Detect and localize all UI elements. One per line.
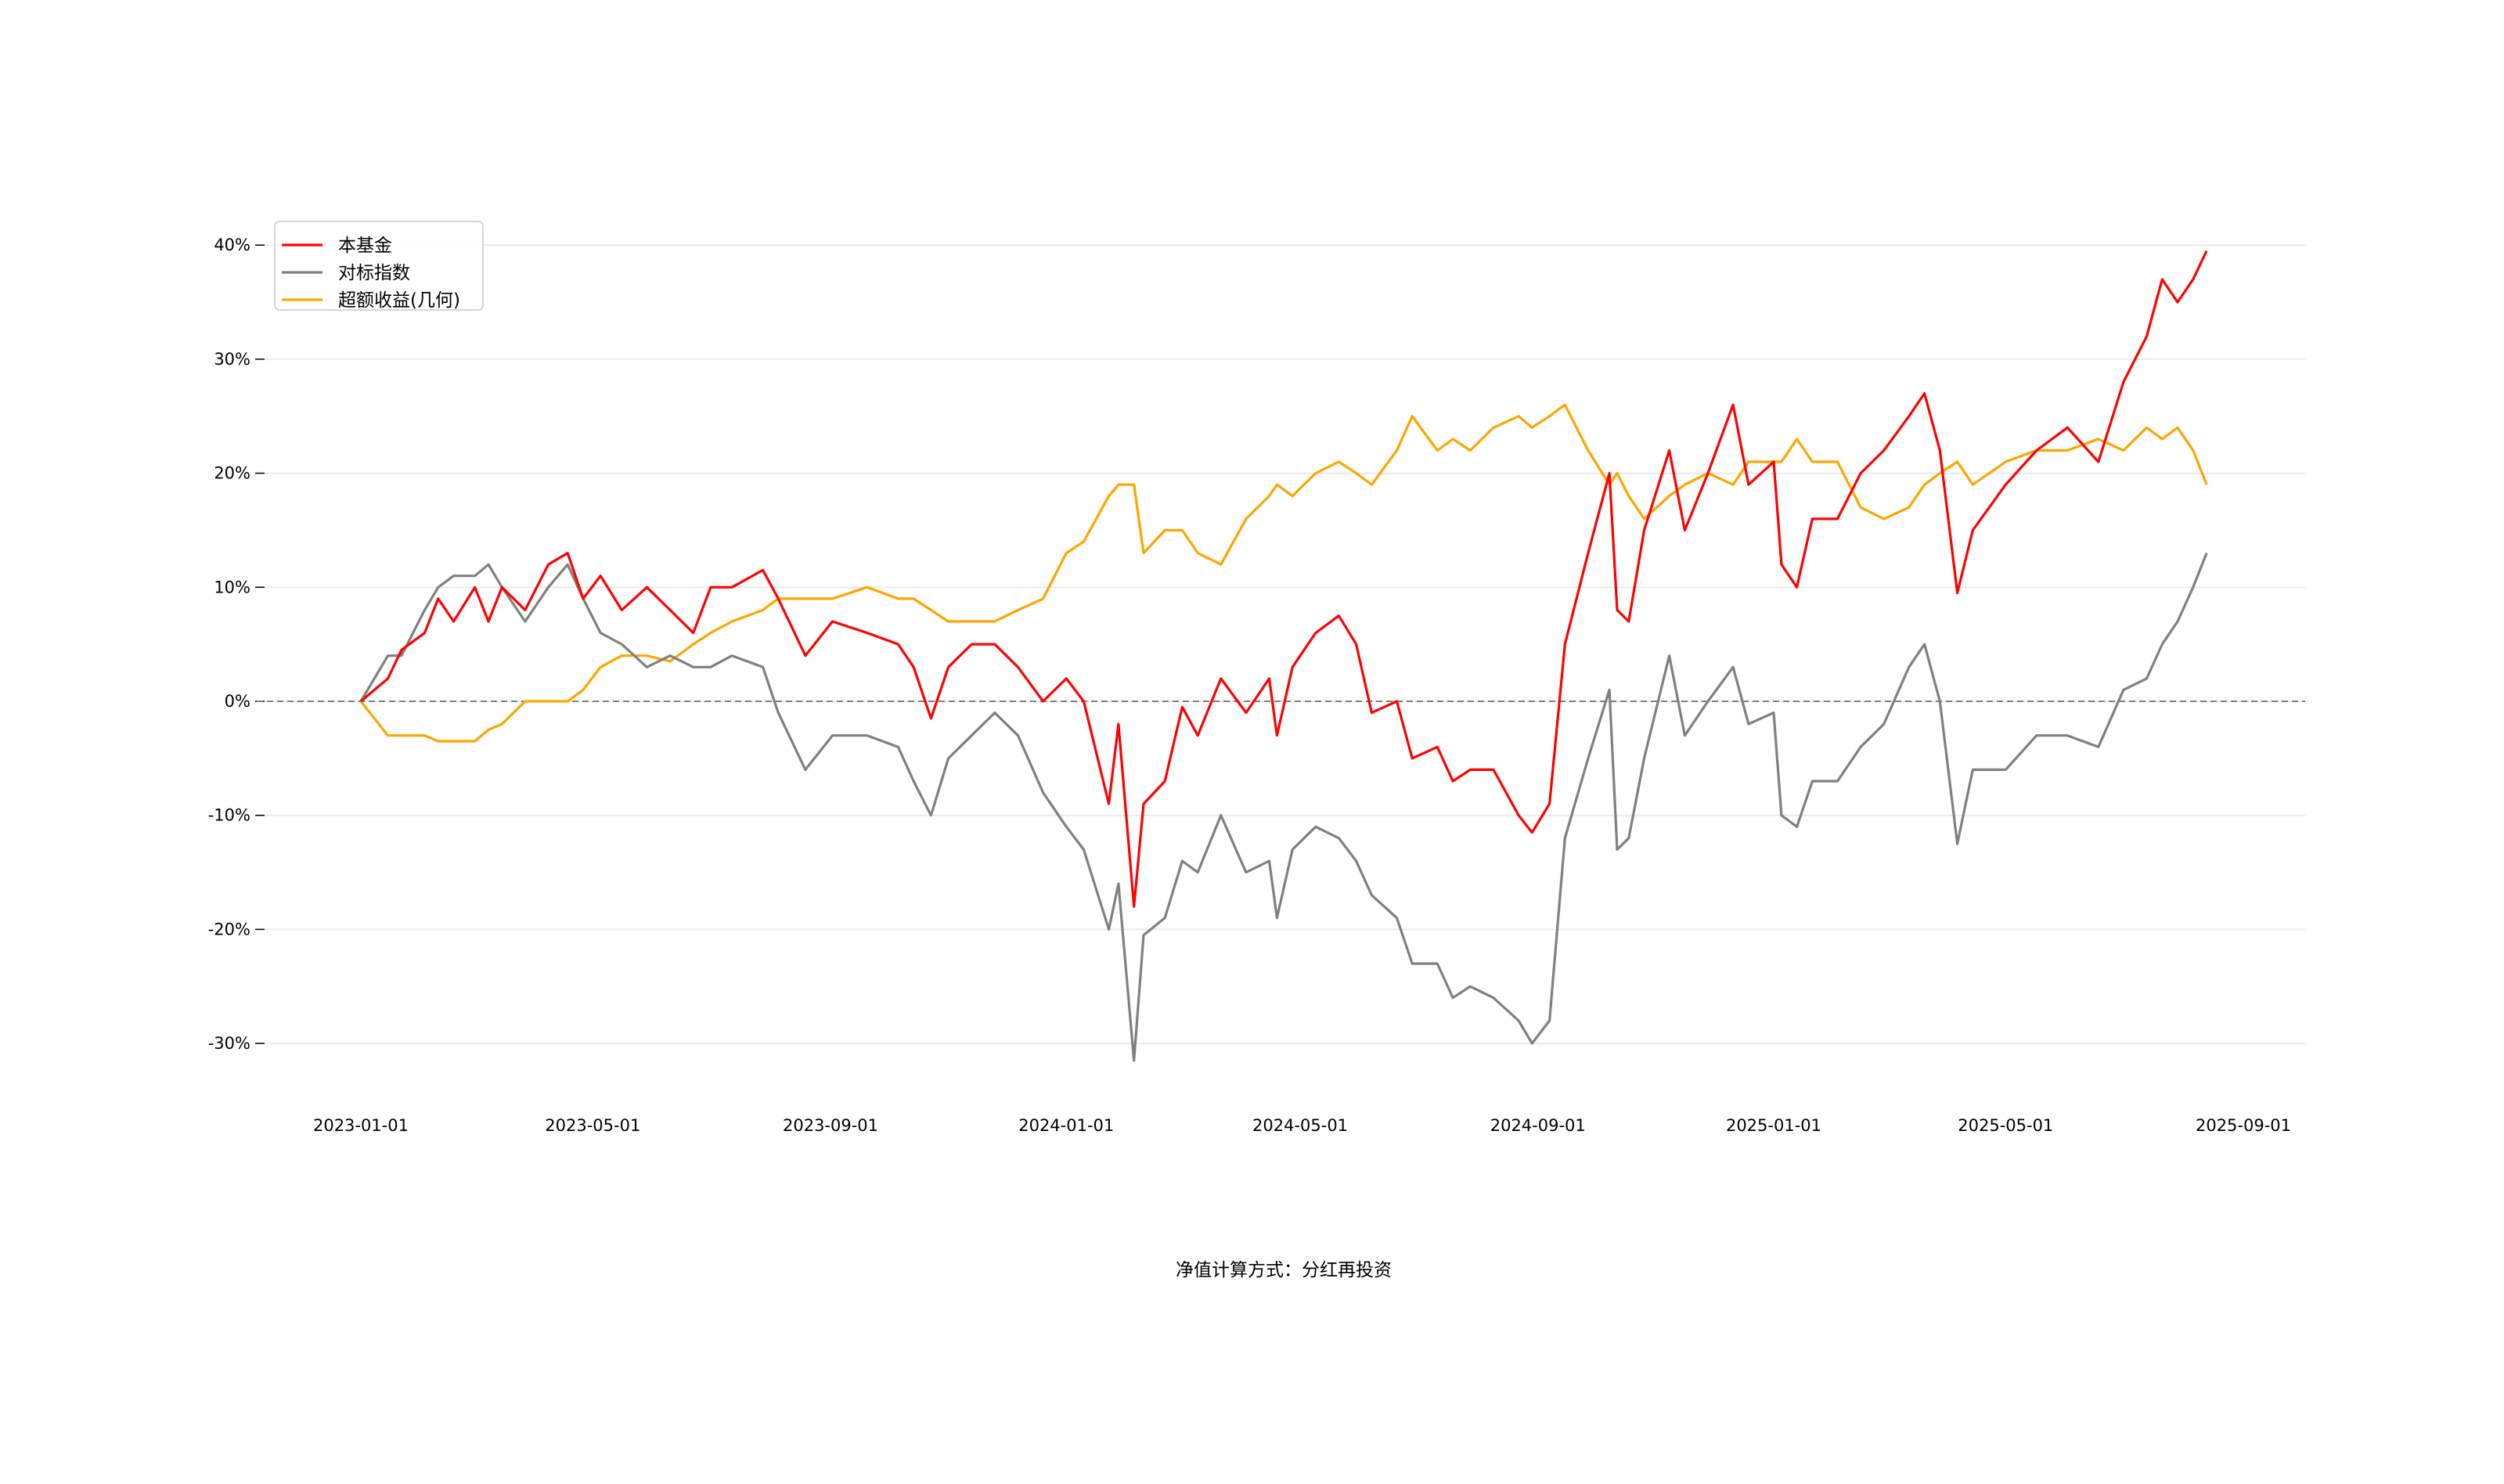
series-lines xyxy=(359,250,2208,1062)
x-tick-label: 2024-01-01 xyxy=(1018,1116,1114,1135)
legend-label: 本基金 xyxy=(338,236,392,256)
y-tick-label: -30% xyxy=(208,1034,250,1053)
x-tick-label: 2024-09-01 xyxy=(1490,1116,1586,1135)
x-tick-label: 2025-05-01 xyxy=(1958,1116,2053,1135)
legend-frame xyxy=(274,221,484,311)
legend-label: 超额收益(几何) xyxy=(338,290,460,311)
x-tick-label: 2024-05-01 xyxy=(1252,1116,1348,1135)
series-line-1 xyxy=(359,553,2208,1062)
x-tick-label: 2023-09-01 xyxy=(783,1116,878,1135)
x-tick-label: 2023-05-01 xyxy=(545,1116,640,1135)
y-tick-label: 20% xyxy=(214,464,250,483)
y-tick-label: -20% xyxy=(208,920,250,938)
y-tick-label: 0% xyxy=(225,692,250,711)
chart-caption: 净值计算方式：分红再投资 xyxy=(1176,1260,1392,1280)
x-tick-label: 2023-01-01 xyxy=(313,1116,409,1135)
series-line-2 xyxy=(359,403,2208,743)
x-axis: 2023-01-01 2023-05-01 2023-09-01 2024-01-01… xyxy=(313,1116,2291,1135)
grid-lines xyxy=(257,244,2305,1045)
series-line-0 xyxy=(359,250,2208,908)
y-tick-label: -10% xyxy=(208,806,250,825)
x-tick-label: 2025-09-01 xyxy=(2196,1116,2291,1135)
legend-label: 对标指数 xyxy=(338,263,410,283)
y-tick-label: 40% xyxy=(214,236,250,254)
x-tick-label: 2025-01-01 xyxy=(1726,1116,1821,1135)
y-tick-label: 10% xyxy=(214,578,250,596)
y-axis: 40% 30% 20% 10% 0% -10% -20% -30% xyxy=(208,236,265,1053)
y-tick-label: 30% xyxy=(214,350,250,369)
